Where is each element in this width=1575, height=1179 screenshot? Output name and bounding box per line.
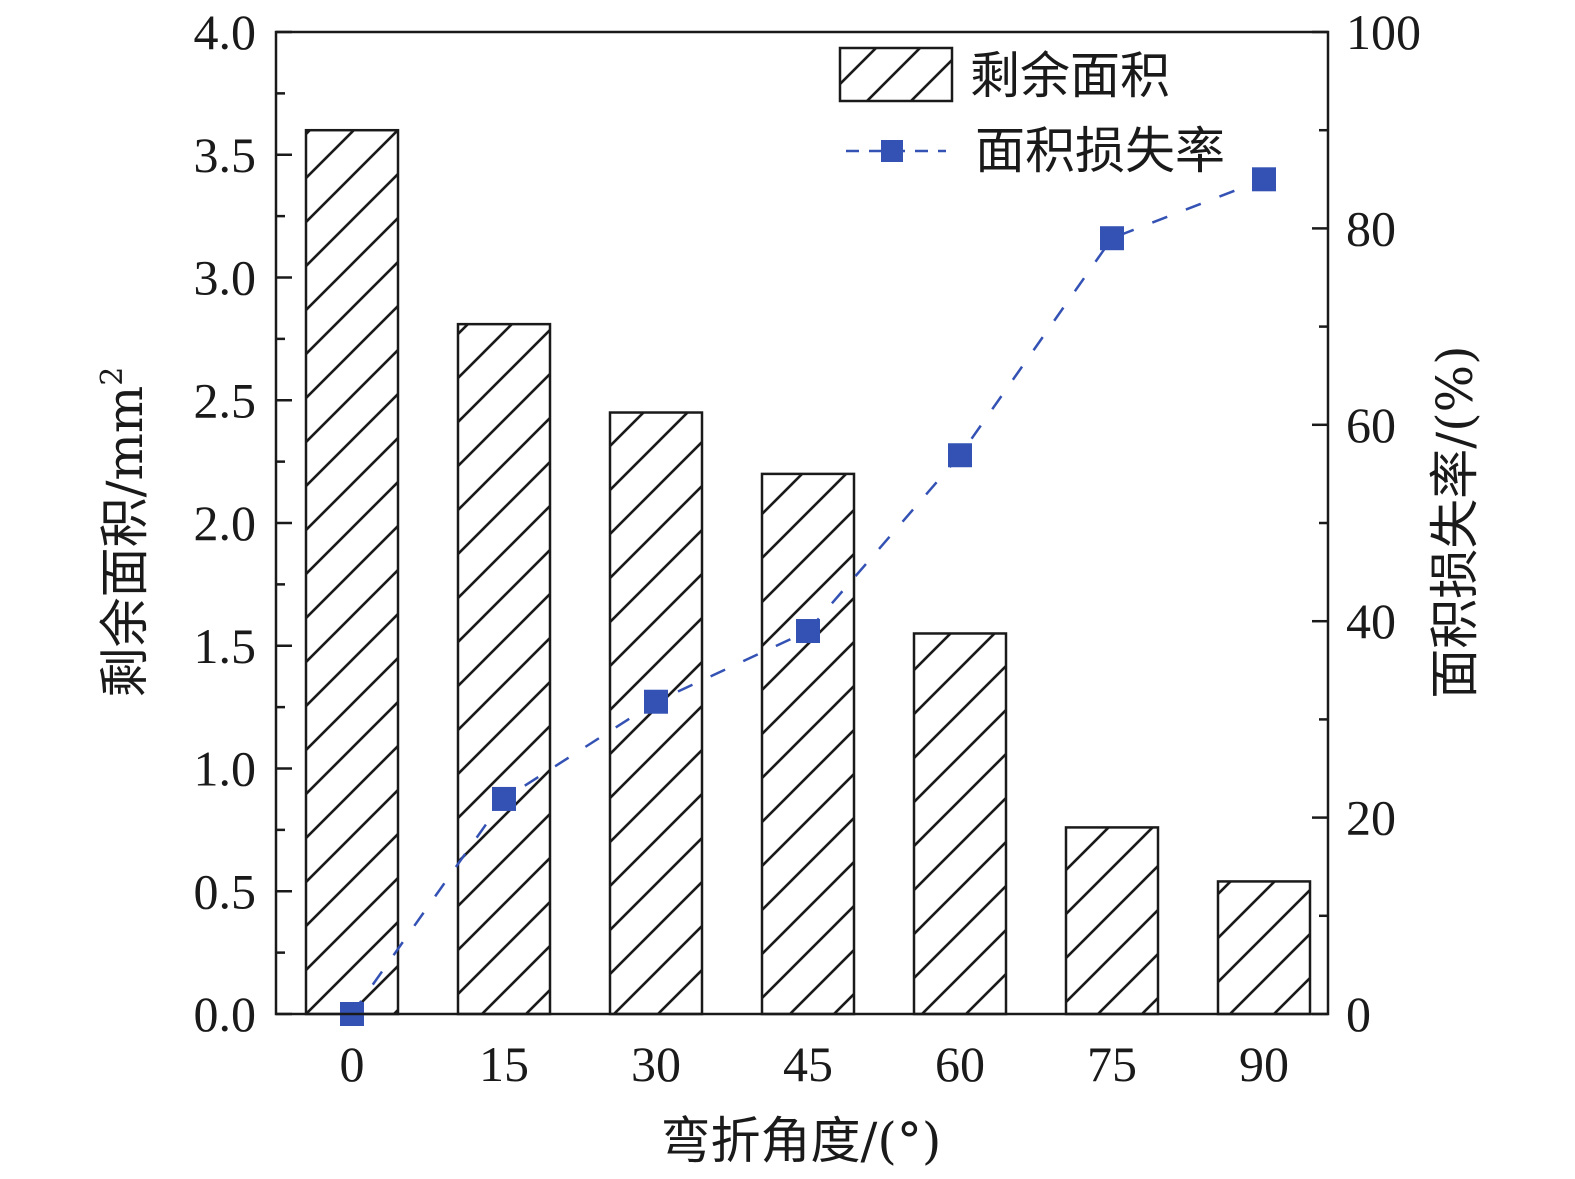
loss-rate-marker-45 [796,619,820,644]
bars-group [304,128,1312,1016]
y-tick-label: 2.0 [194,495,257,551]
legend-square-marker [881,140,903,162]
loss-rate-marker-75 [1100,226,1124,251]
y-tick-label: 3.0 [194,250,257,306]
bar-0 [304,128,400,1016]
x-tick-label: 0 [340,1036,365,1092]
y2-axis-title: 面积损失率/(%) [1426,345,1484,698]
left-axis-ticks: 0.0 0.5 1.0 1.5 2.0 2.5 3.0 3.5 4.0 [194,4,292,1042]
y2-tick-label: 80 [1346,200,1396,256]
y-tick-label: 4.0 [194,4,257,60]
x-tick-label: 15 [479,1036,529,1092]
x-tick-label: 45 [783,1036,833,1092]
x-tick-label: 90 [1239,1036,1289,1092]
y-axis-title-superscript: 2 [95,367,130,386]
legend-bar-swatch [838,46,954,103]
y-tick-label: 1.5 [194,618,257,674]
right-axis-ticks: 0 20 40 60 80 100 [1312,4,1421,1042]
y2-tick-label: 60 [1346,397,1396,453]
y-tick-label: 3.5 [194,127,257,183]
x-tick-label: 30 [631,1036,681,1092]
x-tick-label: 75 [1087,1036,1137,1092]
y-tick-label: 1.0 [194,741,257,797]
x-axis-ticks: 0 15 30 45 60 75 90 [340,1036,1290,1092]
loss-rate-marker-30 [644,689,668,714]
bar-60 [912,632,1008,1016]
y-axis-title: 剩余面积/mm2 [95,367,154,698]
x-axis-title: 弯折角度/(°) [661,1112,942,1170]
legend: 剩余面积 面积损失率 [838,46,1225,180]
y2-tick-label: 20 [1346,790,1396,846]
y2-tick-label: 40 [1346,593,1396,649]
y-axis-title-main: 剩余面积/mm [96,386,154,698]
loss-rate-marker-90 [1252,167,1276,192]
loss-rate-marker-15 [492,786,516,811]
loss-rate-marker-60 [948,443,972,468]
bar-90 [1216,880,1312,1016]
bar-45 [760,472,856,1016]
y-tick-label: 0.0 [194,986,257,1042]
y-tick-label: 2.5 [194,372,257,428]
x-tick-label: 60 [935,1036,985,1092]
y2-tick-label: 100 [1346,4,1421,60]
y-tick-label: 0.5 [194,863,257,919]
legend-line-label: 面积损失率 [975,122,1225,180]
y2-tick-label: 0 [1346,986,1371,1042]
legend-bar-label: 剩余面积 [970,47,1170,105]
bar-75 [1064,826,1160,1016]
bar-15 [456,322,552,1016]
